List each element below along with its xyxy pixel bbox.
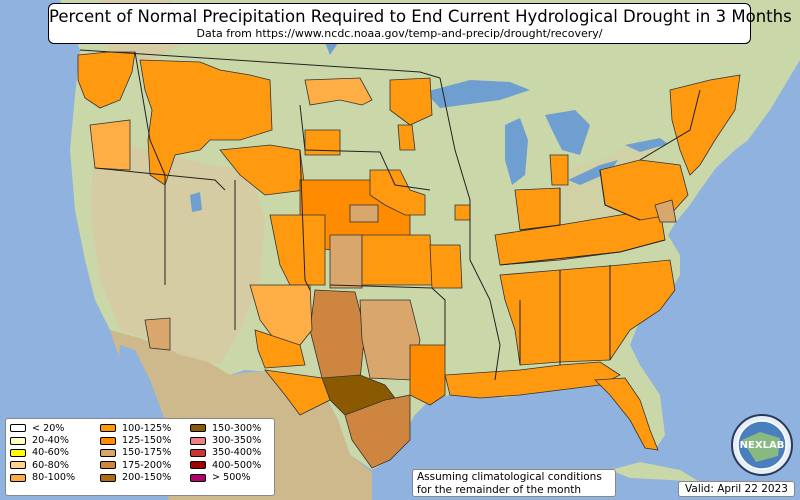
legend-item: 60-80% [10,459,98,471]
legend-swatch [100,473,116,482]
map-subtitle: Data from https://www.ncdc.noaa.gov/temp… [196,27,603,40]
legend-label: 400-500% [212,459,262,471]
lake-huron [545,110,590,155]
lake-michigan [505,118,528,185]
region-texas-west [264,369,331,416]
border-northeast [639,89,701,161]
region-missouri [429,244,463,289]
legend-label: 100-125% [122,422,172,434]
border-southeast [519,265,611,365]
map-title: Percent of Normal Precipitation Required… [49,7,792,26]
legend-column-2: 100-125% 125-150% 150-175% 175-200% 200-… [100,422,188,484]
title-box: Percent of Normal Precipitation Required… [48,3,792,44]
border-east-2 [519,169,641,231]
legend-swatch [10,461,26,470]
lake-superior [425,80,530,108]
note-line-1: Assuming climatological conditions [417,471,602,483]
border-east-1 [499,239,666,266]
legend-label: 300-350% [212,435,262,447]
valid-date: Valid: April 22 2023 [678,481,795,497]
cuba [610,462,700,482]
legend-item: 80-100% [10,472,98,484]
legend-swatch [190,436,206,445]
region-new-england [669,74,741,176]
region-southeast [499,259,676,366]
border-west-2 [134,51,166,176]
legend-item: 150-175% [100,447,188,459]
legend-swatch [100,461,116,470]
region-wisconsin-strip [397,124,416,151]
legend-label: < 20% [32,422,65,434]
legend-item: 400-500% [190,459,278,471]
legend-swatch [10,473,26,482]
region-texas-east [409,344,446,406]
region-idaho-montana [139,59,273,186]
region-oklahoma [361,234,433,286]
region-ks-center [349,204,379,223]
legend-item: < 20% [10,422,98,434]
legend-swatch [100,436,116,445]
region-michigan-small [549,154,569,186]
region-texas-south [344,394,411,469]
legend-swatch [190,448,206,457]
legend-swatch [10,448,26,457]
legend-swatch [100,424,116,433]
legend-item: 100-125% [100,422,188,434]
legend-label: 60-80% [32,459,69,471]
border-ok-tx [329,284,446,345]
legend-column-1: < 20% 20-40% 40-60% 60-80% 80-100% [10,422,98,484]
note-line-2: for the remainder of the month [417,483,582,496]
border-rockies [234,149,311,330]
region-florida [594,377,659,451]
legend-label: 150-300% [212,422,262,434]
legend-item: 300-350% [190,434,278,446]
legend-label: 80-100% [32,472,76,484]
lake-ontario [625,138,668,152]
legend-label: 40-60% [32,447,69,459]
legend-item: 175-200% [100,459,188,471]
great-salt-lake [190,192,202,212]
legend-label: 350-400% [212,447,262,459]
rockies-terrain [90,140,265,365]
region-minnesota [389,77,433,126]
region-ohio-valley [514,187,561,231]
legend-label: 150-175% [122,447,172,459]
legend-swatch [100,448,116,457]
legend-item: 200-150% [100,472,188,484]
nexlab-logo: NEXLAB [731,414,793,476]
legend: < 20% 20-40% 40-60% 60-80% 80-100% 100-1… [5,418,275,496]
legend-swatch [10,436,26,445]
legend-label: 20-40% [32,435,69,447]
region-maryland [654,199,677,223]
legend-label: > 500% [212,472,251,484]
region-california-se [144,317,171,351]
legend-item: > 500% [190,472,278,484]
legend-item: 20-40% [10,434,98,446]
legend-swatch [190,461,206,470]
region-illinois [454,204,471,221]
region-ok-panhandle [329,234,363,289]
legend-item: 350-400% [190,447,278,459]
region-dakotas [304,77,373,106]
legend-item: 150-300% [190,422,278,434]
region-oregon [89,119,131,171]
lake-erie [568,160,618,185]
legend-item: 40-60% [10,447,98,459]
legend-swatch [190,473,206,482]
logo-text: NEXLAB [740,440,785,451]
state-borders [79,49,701,381]
legend-swatch [190,424,206,433]
border-mississippi [439,77,501,381]
legend-label: 200-150% [122,472,172,484]
legend-swatch [10,424,26,433]
region-arizona-sw [254,329,306,369]
region-iowa [369,169,426,216]
border-plains [299,104,431,191]
legend-label: 175-200% [122,459,172,471]
legend-label: 125-150% [122,435,172,447]
border-49th-parallel [79,49,441,79]
assumption-note: Assuming climatological conditions for t… [412,469,616,497]
legend-item: 125-150% [100,434,188,446]
legend-column-3: 150-300% 300-350% 350-400% 400-500% > 50… [190,422,278,484]
